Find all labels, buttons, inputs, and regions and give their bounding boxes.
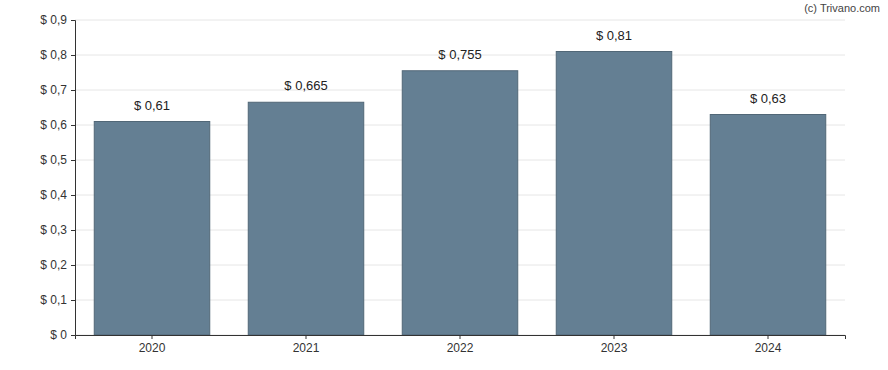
bars [94,52,826,336]
x-tick-mark [768,335,769,339]
y-tick: $ 0,3 [40,223,75,237]
bar [402,71,518,335]
y-tick-mark [71,160,75,161]
y-tick-label: $ 0,7 [40,83,67,97]
data-label: $ 0,61 [134,98,170,113]
y-axis-line [71,21,76,336]
y-tick: $ 0 [50,328,75,342]
x-tick-label: 2024 [755,341,782,355]
y-tick: $ 0,2 [40,258,75,272]
y-tick: $ 0,6 [40,118,75,132]
data-label: $ 0,63 [750,91,786,106]
x-tick: 2023 [601,335,628,355]
data-label: $ 0,665 [284,78,327,93]
x-tick-mark [306,335,307,339]
y-tick-mark [71,55,75,56]
data-label: $ 0,81 [596,28,632,43]
y-tick-label: $ 0,3 [40,223,67,237]
y-tick-label: $ 0,6 [40,118,67,132]
bar [248,102,364,335]
y-tick: $ 0,1 [40,293,75,307]
y-tick-mark [71,195,75,196]
y-tick: $ 0,8 [40,48,75,62]
y-tick: $ 0,4 [40,188,75,202]
x-tick-label: 2020 [139,341,166,355]
x-tick-mark [152,335,153,339]
x-tick: 2021 [293,335,320,355]
annotation: (c) Trivano.com [804,2,880,14]
y-axis: $ 0 $ 0,1 $ 0,2 $ 0,3 $ 0,4 $ 0,5 $ 0,6 $ 0,7 $ … [40,13,75,342]
y-tick: $ 0,9 [40,13,75,27]
x-axis: 2020 2021 2022 2023 2024 [76,335,846,355]
y-tick-mark [71,125,75,126]
y-tick-mark [71,300,75,301]
data-label: $ 0,755 [438,47,481,62]
bar [556,52,672,336]
y-tick-label: $ 0,5 [40,153,67,167]
chart: $ 0 $ 0,1 $ 0,2 $ 0,3 $ 0,4 $ 0,5 $ 0,6 $ 0,7 $ … [0,0,888,370]
x-tick: 2020 [139,335,166,355]
x-tick: 2024 [755,335,782,355]
y-tick-label: $ 0,8 [40,48,67,62]
y-tick-label: $ 0,9 [40,13,67,27]
y-tick: $ 0,7 [40,83,75,97]
y-tick-mark [71,90,75,91]
x-axis-line [76,336,846,340]
data-labels: $ 0,61 $ 0,665 $ 0,755 $ 0,81 $ 0,63 [134,28,786,113]
x-tick-label: 2021 [293,341,320,355]
y-tick-label: $ 0,2 [40,258,67,272]
y-tick-label: $ 0,1 [40,293,67,307]
x-tick-mark [460,335,461,339]
y-tick-label: $ 0,4 [40,188,67,202]
plot: $ 0 $ 0,1 $ 0,2 $ 0,3 $ 0,4 $ 0,5 $ 0,6 $ 0,7 $ … [40,13,845,354]
bar [710,115,826,336]
x-tick-label: 2023 [601,341,628,355]
y-tick-mark [71,335,75,336]
x-tick-label: 2022 [447,341,474,355]
y-tick: $ 0,5 [40,153,75,167]
y-tick-mark [71,20,75,21]
y-tick-mark [71,230,75,231]
y-tick-mark [71,265,75,266]
y-tick-label: $ 0 [50,328,67,342]
x-tick-mark [614,335,615,339]
x-tick: 2022 [447,335,474,355]
grid-line [75,20,845,21]
grid [75,20,845,335]
bar [94,122,210,336]
